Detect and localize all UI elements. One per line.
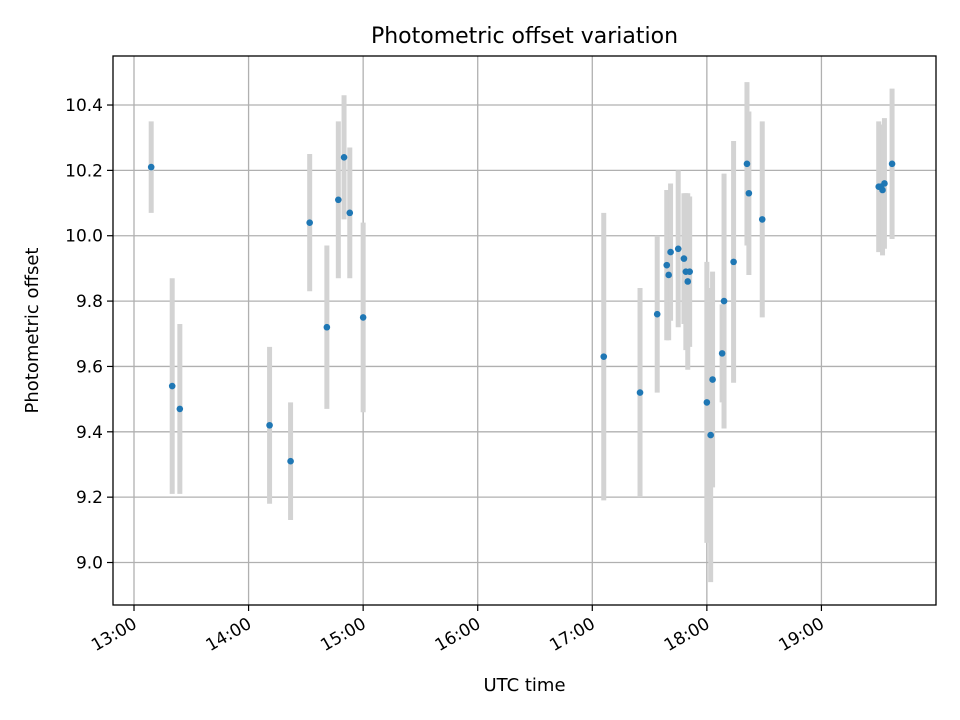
data-point	[720, 297, 728, 305]
data-point	[340, 154, 348, 161]
y-tick-label: 10.2	[65, 161, 103, 181]
x-axis-label: UTC time	[483, 675, 565, 696]
data-point	[879, 186, 886, 194]
data-point	[323, 323, 331, 331]
y-axis-label: Photometric offset	[22, 248, 43, 414]
data-point	[600, 353, 608, 360]
data-points	[147, 154, 896, 465]
data-point	[665, 271, 672, 279]
y-axis: 9.0 9.2 9.4 9.6 9.8 10.0 10.2 10.4	[65, 96, 113, 574]
data-point	[881, 180, 888, 187]
data-point	[686, 268, 693, 275]
y-tick-label: 9.8	[76, 292, 103, 312]
data-point	[707, 431, 714, 439]
data-point	[743, 160, 751, 168]
y-tick-label: 9.4	[76, 423, 103, 443]
chart-title: Photometric offset variation	[371, 24, 678, 49]
data-point	[147, 163, 155, 171]
data-point	[667, 248, 674, 256]
data-point	[758, 216, 766, 223]
y-tick-label: 10.0	[65, 227, 103, 247]
data-point	[335, 196, 342, 204]
plot-frame	[112, 55, 937, 606]
data-point	[287, 457, 294, 465]
data-point	[636, 389, 644, 396]
data-point	[168, 382, 176, 390]
data-point	[653, 310, 661, 318]
data-point	[718, 350, 726, 357]
data-point	[674, 245, 682, 253]
data-point	[346, 209, 354, 217]
y-tick-label: 9.6	[76, 357, 103, 377]
data-point	[663, 261, 671, 269]
data-point	[684, 278, 692, 285]
data-point	[703, 399, 711, 406]
y-tick-label: 9.0	[76, 554, 103, 574]
data-point	[730, 258, 737, 266]
data-point	[359, 314, 367, 321]
y-tick-label: 10.4	[65, 96, 103, 116]
data-point	[745, 189, 753, 197]
y-tick-label: 9.2	[76, 488, 103, 508]
data-point	[888, 160, 896, 168]
data-point	[680, 255, 688, 262]
data-point	[306, 219, 313, 226]
data-point	[709, 376, 716, 383]
data-point	[176, 405, 184, 413]
data-point	[266, 421, 273, 429]
